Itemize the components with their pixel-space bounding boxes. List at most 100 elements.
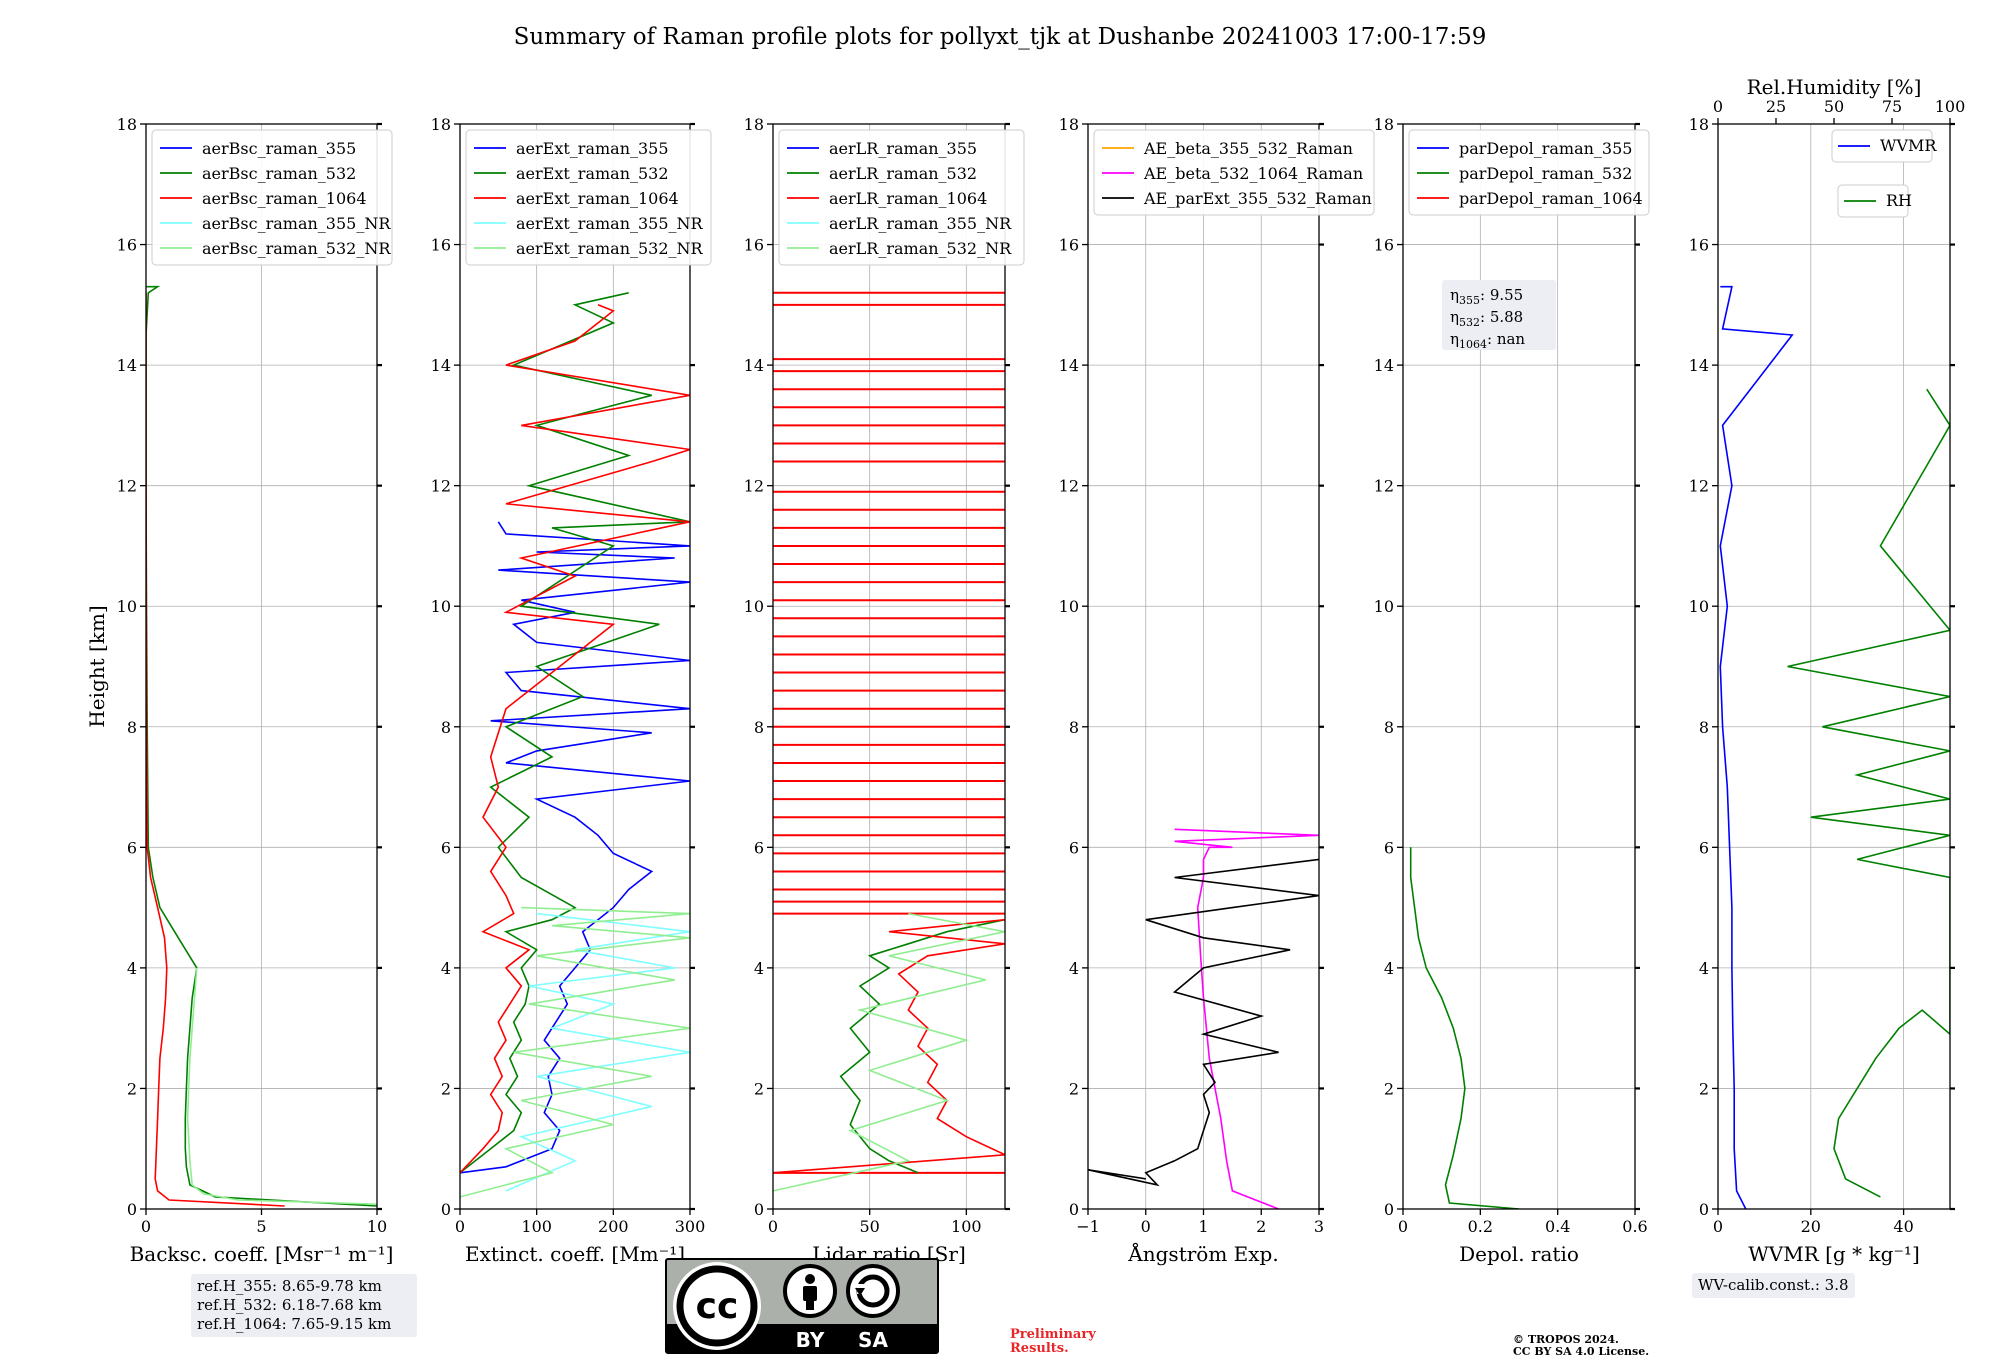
y-tick-label: 16	[1059, 236, 1079, 255]
x-tick-label: 1	[1198, 1217, 1208, 1236]
y-tick-label: 0	[1699, 1200, 1709, 1219]
data-line-WVMR	[1719, 285, 1794, 1209]
x-tick-label: 20	[1801, 1217, 1821, 1236]
eta-symbol: η	[1450, 286, 1459, 304]
legend-label: parDepol_raman_355	[1459, 139, 1632, 158]
data-line-aerExt_raman_532	[460, 292, 690, 1174]
data-line-aerBsc_raman_532	[146, 285, 377, 1207]
legend-box	[151, 129, 393, 266]
y-tick-label: 16	[744, 236, 764, 255]
y-tick-label: 2	[1384, 1079, 1394, 1098]
data-line-aerExt_raman_355_NR	[505, 912, 690, 1192]
eta-subscript: 532	[1459, 316, 1480, 329]
x-tick-label: 0	[455, 1217, 465, 1236]
y-tick-label: 4	[441, 959, 451, 978]
legend-label: parDepol_raman_532	[1459, 164, 1632, 183]
copyright-notice: © TROPOS 2024. CC BY SA 4.0 License.	[1513, 1334, 1649, 1358]
y-tick-label: 12	[744, 477, 764, 496]
legend-box	[778, 129, 1025, 266]
axes-frame	[1717, 123, 1951, 1210]
x-axis-label: Depol. ratio	[1459, 1242, 1579, 1266]
data-line-parDepol_raman_532	[1409, 847, 1520, 1209]
x-tick-label: 0	[1713, 1217, 1723, 1236]
data-line-aerLR_raman_532_NR	[773, 912, 1005, 1192]
x-tick-label: 50	[859, 1217, 879, 1236]
depol-annotation-line: η1064: nan	[1450, 330, 1525, 351]
panel-bsc: 0 2 4 6 8 10 12 14 16 18 0 5 10 Backsc. coeff. [Msr⁻¹…	[85, 115, 393, 1266]
y-tick-label: 12	[1059, 477, 1079, 496]
y-tick-label: 10	[1059, 597, 1079, 616]
x-tick-label: 0	[141, 1217, 151, 1236]
eta-value: : 5.88	[1480, 308, 1523, 326]
x-axis-label: Backsc. coeff. [Msr⁻¹ m⁻¹]	[130, 1242, 394, 1266]
by-label: BY	[796, 1328, 825, 1352]
y-tick-label: 6	[1069, 838, 1079, 857]
y-tick-label: 4	[1699, 959, 1709, 978]
y-tick-label: 0	[1384, 1200, 1394, 1219]
plot-area	[460, 292, 690, 1198]
legend-label: RH	[1886, 191, 1912, 210]
data-line-aerExt_raman_355	[460, 521, 690, 1174]
y-tick-label: 16	[1689, 236, 1709, 255]
preliminary-line-2: Results.	[1010, 1341, 1069, 1356]
y-tick-label: 14	[1059, 356, 1079, 375]
x-tick-label: 200	[598, 1217, 629, 1236]
legend-label: aerExt_raman_532_NR	[516, 239, 704, 258]
panel-ext: 0 2 4 6 8 10 12 14 16 18 0 100 200 300 Extinct. coeff.…	[431, 115, 712, 1266]
ref-height-532: ref.H_532: 6.18-7.68 km	[197, 1296, 382, 1314]
y-tick-label: 4	[1069, 959, 1079, 978]
depol-annotation-box	[1442, 280, 1556, 350]
x-tick-label: 5	[256, 1217, 266, 1236]
y-tick-label: 14	[1374, 356, 1394, 375]
sa-share-icon	[846, 1264, 900, 1318]
axes-frame	[1402, 123, 1636, 1210]
legend-label: aerExt_raman_532	[516, 164, 669, 183]
ref-height-355: ref.H_355: 8.65-9.78 km	[197, 1277, 382, 1295]
y-tick-label: 6	[1384, 838, 1394, 857]
legend-label: aerLR_raman_1064	[829, 189, 987, 208]
eta-symbol: η	[1450, 330, 1459, 348]
y-tick-label: 12	[117, 477, 137, 496]
plot-area	[773, 291, 1005, 1192]
x-tick-label: 100	[951, 1217, 982, 1236]
y-tick-label: 2	[441, 1079, 451, 1098]
x-tick-label: 0.2	[1468, 1217, 1493, 1236]
x-tick-label: 3	[1314, 1217, 1324, 1236]
y-tick-label: 12	[431, 477, 451, 496]
y-tick-label: 8	[754, 718, 764, 737]
y-tick-label: 2	[127, 1079, 137, 1098]
top-x-tick-label: 100	[1935, 97, 1966, 116]
reference-height-box: ref.H_355: 8.65-9.78 km ref.H_532: 6.18-…	[191, 1274, 417, 1337]
legend-label: aerExt_raman_355_NR	[516, 214, 704, 233]
y-tick-label: 10	[431, 597, 451, 616]
cc-text: cc	[696, 1286, 739, 1327]
legend-label: AE_beta_532_1064_Raman	[1143, 164, 1363, 183]
y-tick-label: 14	[117, 356, 137, 375]
copyright-line-1: © TROPOS 2024.	[1513, 1333, 1619, 1346]
legend-label: aerLR_raman_355	[829, 139, 977, 158]
y-tick-label: 14	[431, 356, 451, 375]
y-tick-label: 16	[1374, 236, 1394, 255]
plot-area	[1409, 847, 1520, 1209]
sa-label: SA	[858, 1328, 888, 1352]
x-tick-label: 300	[675, 1217, 706, 1236]
y-tick-label: 10	[744, 597, 764, 616]
legend-label: aerBsc_raman_1064	[202, 189, 367, 208]
y-tick-label: 6	[441, 838, 451, 857]
y-tick-label: 2	[1069, 1079, 1079, 1098]
legend-label: aerBsc_raman_532_NR	[202, 239, 391, 258]
y-tick-label: 14	[744, 356, 764, 375]
y-tick-label: 0	[441, 1200, 451, 1219]
legend-box	[465, 129, 712, 266]
wv-calib-text: WV-calib.const.: 3.8	[1698, 1276, 1849, 1294]
data-line-AE_beta_532_1064_Raman	[1174, 828, 1319, 1209]
top-x-tick-label: 25	[1766, 97, 1786, 116]
x-tick-label: 0	[1398, 1217, 1408, 1236]
x-tick-label: 0.4	[1545, 1217, 1570, 1236]
axes-frame	[459, 123, 691, 1210]
y-tick-label: 2	[1699, 1079, 1709, 1098]
y-tick-label: 10	[1689, 597, 1709, 616]
x-axis-label: Ångström Exp.	[1127, 1241, 1278, 1266]
